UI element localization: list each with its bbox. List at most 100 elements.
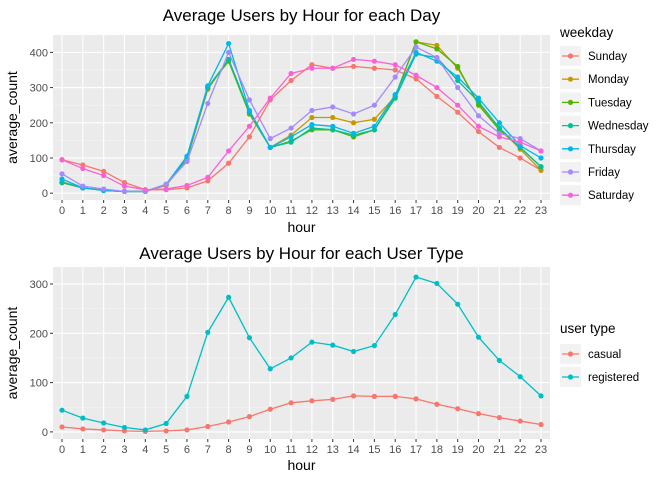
x-tick-label: 4 xyxy=(142,444,148,456)
x-tick-label: 18 xyxy=(431,444,443,456)
legend-label: Monday xyxy=(588,74,629,86)
x-tick-label: 7 xyxy=(205,444,211,456)
data-point xyxy=(80,165,86,172)
x-tick-label: 14 xyxy=(347,205,359,217)
x-tick-label: 23 xyxy=(535,444,547,456)
data-point xyxy=(226,56,232,63)
y-tick-label: 300 xyxy=(30,279,48,291)
y-tick-label: 300 xyxy=(30,83,48,95)
legend-label: Wednesday xyxy=(588,121,649,133)
data-point xyxy=(434,401,440,407)
legend-item: Wednesday xyxy=(560,115,649,136)
data-point xyxy=(288,139,294,145)
data-point xyxy=(392,393,398,399)
data-point xyxy=(475,95,482,101)
series-line xyxy=(61,46,542,193)
data-point xyxy=(226,49,232,55)
x-tick-label: 22 xyxy=(514,444,526,456)
x-tick-label: 14 xyxy=(347,444,359,456)
legend-item: Friday xyxy=(560,162,620,182)
x-tick-label: 0 xyxy=(59,444,65,456)
x-tick-label: 21 xyxy=(493,444,505,456)
data-point xyxy=(371,123,377,129)
data-point xyxy=(80,426,86,432)
data-point xyxy=(455,102,461,108)
data-point xyxy=(309,398,315,404)
data-point xyxy=(121,424,128,431)
x-tick-label: 11 xyxy=(285,444,296,456)
data-point xyxy=(330,114,336,121)
x-tick-label: 8 xyxy=(226,205,232,217)
x-tick-label: 5 xyxy=(163,444,169,456)
data-point xyxy=(455,406,461,412)
data-point xyxy=(226,40,232,47)
data-point xyxy=(350,56,357,63)
data-point xyxy=(226,160,232,166)
legend: weekday Sunday Monday Tuesday Wednesday Thurs… xyxy=(559,25,649,206)
series-line xyxy=(61,395,542,433)
data-point xyxy=(59,176,65,182)
x-tick-label: 7 xyxy=(205,205,211,217)
data-point xyxy=(121,183,128,189)
data-point xyxy=(371,116,377,122)
data-point xyxy=(538,148,544,154)
data-point xyxy=(455,84,461,91)
legend-label: Friday xyxy=(588,167,620,179)
x-tick-label: 12 xyxy=(306,444,318,456)
legend-label: casual xyxy=(588,349,621,361)
legend-item: casual xyxy=(560,344,621,364)
data-point xyxy=(163,181,169,187)
data-point xyxy=(330,104,336,110)
data-point xyxy=(309,339,315,345)
data-point xyxy=(309,107,315,114)
data-point xyxy=(413,274,419,280)
data-point xyxy=(80,183,86,189)
data-point xyxy=(392,67,398,73)
data-point xyxy=(246,414,253,420)
data-point xyxy=(184,393,190,399)
data-point xyxy=(121,188,128,195)
data-point xyxy=(413,44,419,50)
legend-key-point xyxy=(567,146,574,152)
data-point xyxy=(309,65,315,71)
data-point xyxy=(80,415,86,421)
x-axis-title: hour xyxy=(287,219,315,235)
series-saturday xyxy=(59,56,544,193)
data-point xyxy=(496,414,502,421)
legend-item: Tuesday xyxy=(560,92,632,113)
x-axis-title: hour xyxy=(287,457,315,473)
x-tick-label: 12 xyxy=(306,205,318,217)
data-point xyxy=(413,396,419,402)
x-tick-label: 4 xyxy=(142,205,148,217)
data-point xyxy=(434,84,440,91)
data-point xyxy=(184,158,190,165)
legend-item: Saturday xyxy=(560,185,634,206)
data-point xyxy=(267,95,273,101)
x-tick-label: 13 xyxy=(327,444,339,456)
x-tick-label: 20 xyxy=(472,205,484,217)
chart-title: Average Users by Hour for each Day xyxy=(163,6,441,25)
data-point xyxy=(288,70,294,77)
data-point xyxy=(330,123,336,129)
legend-item: registered xyxy=(560,367,639,387)
legend-item: Sunday xyxy=(560,46,627,66)
data-point xyxy=(163,186,169,192)
legend-label: registered xyxy=(588,372,639,384)
y-axis-title: average_count xyxy=(4,71,20,164)
x-tick-label: 11 xyxy=(285,205,296,217)
x-tick-label: 8 xyxy=(226,444,232,456)
x-tick-label: 17 xyxy=(410,205,422,217)
data-point xyxy=(496,125,502,131)
y-axis-title: average_count xyxy=(4,307,20,400)
data-point xyxy=(101,427,107,433)
data-point xyxy=(371,102,377,108)
series-line xyxy=(61,276,542,431)
legend-key-point xyxy=(567,192,574,198)
series-registered xyxy=(59,274,544,433)
legend-title: user type xyxy=(560,321,616,336)
data-point xyxy=(475,113,482,119)
data-point xyxy=(309,121,315,128)
data-point xyxy=(267,366,273,372)
data-point xyxy=(205,174,211,180)
data-point xyxy=(288,355,294,361)
